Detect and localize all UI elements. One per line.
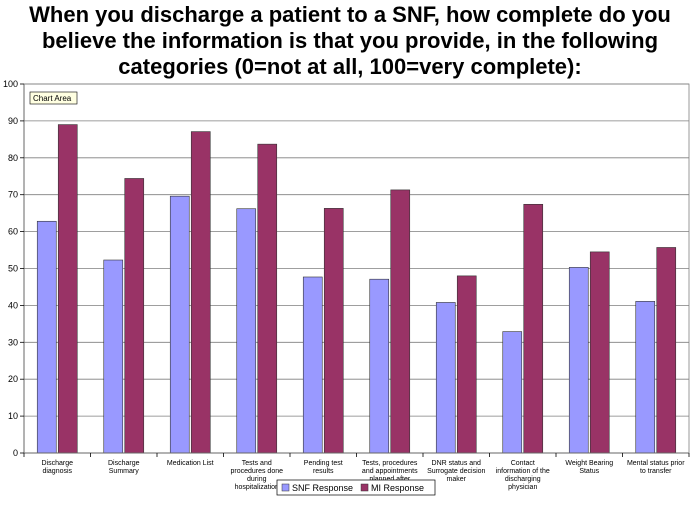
- bar: [302, 276, 323, 454]
- x-category-label: DNR status and Surrogate decision maker: [427, 460, 485, 483]
- bar: [390, 189, 411, 454]
- y-tick-label: 70: [8, 190, 18, 200]
- bar: [369, 278, 390, 454]
- x-category-label-line: to transfer: [640, 468, 672, 475]
- y-tick-label: 20: [8, 374, 18, 384]
- legend-swatch: [360, 483, 369, 492]
- bar: [257, 143, 278, 454]
- legend: SNF Response MI Response: [276, 479, 436, 496]
- x-category-label-line: procedures done: [230, 468, 283, 475]
- legend-box: [276, 479, 436, 496]
- bar: [124, 178, 145, 454]
- x-category-label-line: Mental status prior: [627, 460, 685, 467]
- y-tick-label: 60: [8, 227, 18, 237]
- x-category-label-line: planned after: [369, 476, 411, 483]
- title-line-1: When you discharge a patient to a SNF, h…: [29, 2, 671, 27]
- x-category-label-line: discharging: [505, 476, 541, 483]
- bar: [656, 247, 677, 454]
- x-category-label: Weight Bearing Status: [565, 460, 613, 475]
- y-tick-label: 0: [13, 448, 18, 458]
- x-category-label-line: Contact: [511, 460, 535, 467]
- chart-area-tag: Chart Area: [29, 91, 78, 105]
- x-category-label: Tests and procedures done during hospitaliz…: [230, 460, 283, 491]
- x-category-label-line: and appointments: [362, 468, 418, 475]
- title-line-2: believe the information is that you prov…: [41, 28, 659, 53]
- bars: [36, 124, 677, 454]
- x-category-label: Contact information of the discharging phys…: [496, 460, 550, 491]
- x-category-label-line: Tests and: [242, 460, 272, 467]
- bar: [502, 331, 523, 454]
- bar: [169, 195, 190, 454]
- x-category-label: Pending test results: [304, 460, 343, 475]
- y-tick-label: 40: [8, 300, 18, 310]
- x-category-label-line: Discharge: [41, 460, 73, 467]
- x-category-label: Discharge diagnosis: [41, 460, 73, 475]
- bar: [456, 275, 477, 454]
- y-tick-label: 100: [3, 79, 18, 89]
- y-tick-label: 90: [8, 116, 18, 126]
- bar: [435, 302, 456, 454]
- x-category-label-line: DNR status and: [432, 460, 482, 467]
- legend-swatch: [281, 483, 290, 492]
- legend-label: SNF Response: [292, 483, 353, 493]
- bar: [523, 203, 544, 454]
- x-category-label-line: Surrogate decision: [427, 468, 485, 475]
- bar: [323, 208, 344, 454]
- x-category-label-line: information of the: [496, 468, 550, 475]
- bar: [103, 259, 124, 454]
- x-category-label-line: Summary: [109, 468, 139, 475]
- x-category-label-line: hospitalization: [235, 484, 279, 491]
- x-category-label: Discharge Summary: [108, 460, 140, 475]
- bar: [635, 301, 656, 454]
- x-category-label-line: Tests, procedures: [362, 460, 418, 467]
- title-line-3: categories (0=not at all, 100=very compl…: [118, 54, 582, 79]
- x-category-label-line: Medication List: [167, 460, 214, 467]
- bar: [190, 131, 211, 454]
- legend-label: MI Response: [371, 483, 424, 493]
- x-category-label: Medication List: [167, 460, 214, 467]
- x-category-label-line: diagnosis: [42, 468, 72, 475]
- chart-title: When you discharge a patient to a SNF, h…: [0, 2, 700, 80]
- y-tick-label: 30: [8, 337, 18, 347]
- x-category-label-line: Discharge: [108, 460, 140, 467]
- y-axis-ticks: 0 10 20 30 40 50 60 70 80 90 100: [3, 79, 24, 458]
- bar: [589, 251, 610, 454]
- y-tick-label: 50: [8, 264, 18, 274]
- x-category-label-line: physician: [508, 484, 537, 491]
- x-category-label: Mental status prior to transfer: [627, 460, 685, 475]
- chart-area-tag-text: Chart Area: [33, 94, 72, 103]
- series-mi-response: [57, 124, 677, 454]
- y-tick-label: 10: [8, 411, 18, 421]
- bar: [568, 267, 589, 454]
- bar: [236, 208, 257, 454]
- y-tick-label: 80: [8, 153, 18, 163]
- x-category-label-line: Weight Bearing: [565, 460, 613, 467]
- series-snf-response: [36, 195, 656, 454]
- x-category-label-line: Pending test: [304, 460, 343, 467]
- chart-area-tag-box: [29, 91, 78, 105]
- x-category-label-line: results: [313, 468, 334, 475]
- x-category-label-line: during: [247, 476, 267, 483]
- x-category-label-line: Status: [579, 468, 599, 475]
- x-category-label-line: maker: [447, 476, 467, 483]
- bar: [57, 124, 78, 454]
- bar: [36, 220, 57, 454]
